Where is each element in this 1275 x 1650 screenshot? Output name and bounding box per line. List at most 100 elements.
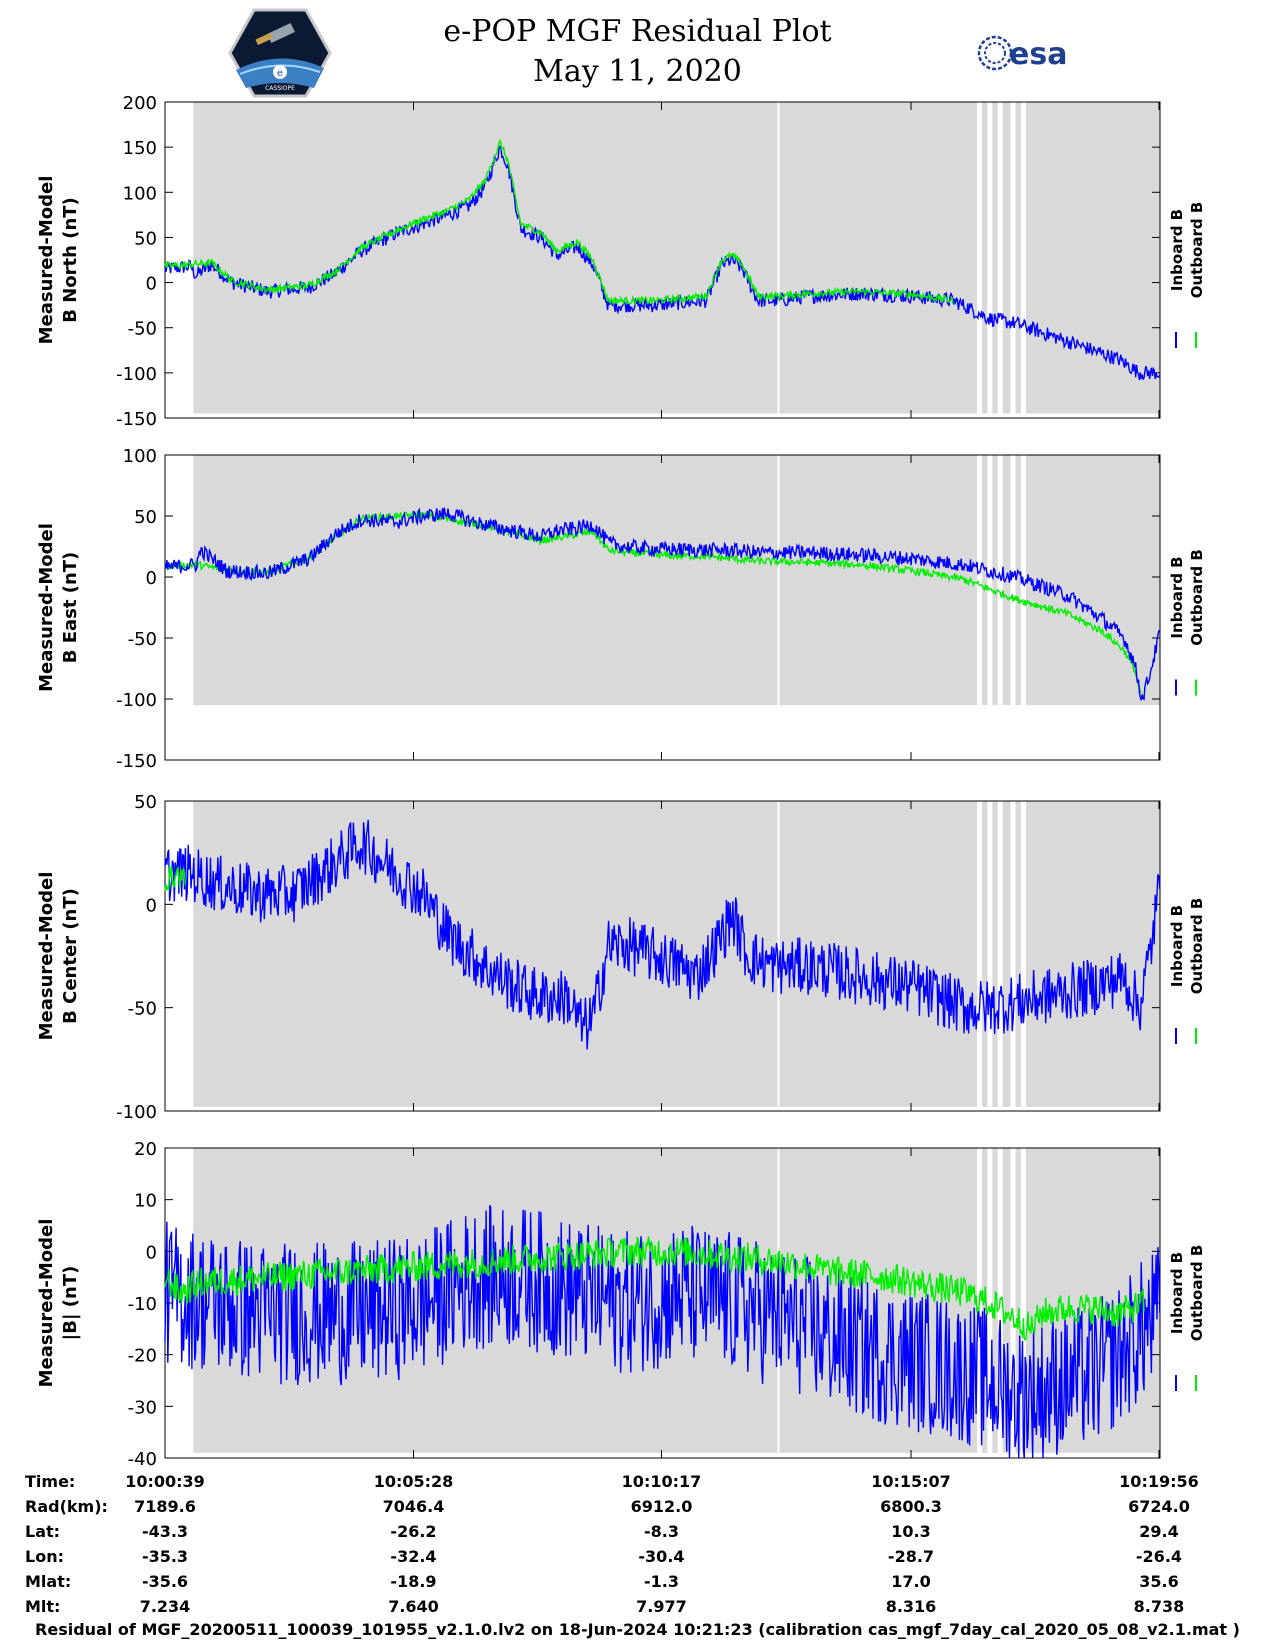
legend-inboard-label: Inboard B [1168, 556, 1186, 638]
cassiope-logo: e CASSIOPE [228, 8, 332, 98]
panel-1: 200 150 100 50 0 -50 -100 -150 Measured-Model B N… [36, 93, 1206, 430]
y-axis-label: Measured-Model |B| (nT) [36, 1219, 81, 1388]
ephemeris-value: 7.234 [140, 1597, 191, 1616]
ephemeris-row-label: Mlt: [25, 1597, 60, 1616]
ephemeris-value: 8.316 [886, 1597, 937, 1616]
y-tick-label: -100 [116, 690, 157, 711]
ephemeris-value: 7189.6 [134, 1497, 196, 1516]
y-tick-label: 100 [123, 183, 157, 204]
y-axis-label-line: Measured-Model [36, 1219, 57, 1388]
y-tick-label: 0 [146, 274, 157, 295]
esa-logo: esa [977, 35, 1067, 72]
ephemeris-value: -18.9 [390, 1572, 436, 1591]
ephemeris-row-label: Time: [25, 1472, 75, 1491]
y-tick-label: 20 [134, 1139, 157, 1160]
y-tick-label: 200 [123, 93, 157, 114]
y-axis-label-line: Measured-Model [36, 523, 57, 692]
y-tick-label: -10 [128, 1294, 157, 1315]
y-axis-label: Measured-Model B Center (nT) [36, 872, 81, 1041]
legend-inboard-label: Inboard B [1168, 1252, 1186, 1334]
ephemeris-value: 10:19:56 [1119, 1472, 1199, 1491]
y-axis-label: Measured-Model B North (nT) [36, 176, 81, 345]
ephemeris-row-label: Mlat: [25, 1572, 71, 1591]
legend-outboard-label: Outboard B [1188, 1245, 1206, 1342]
cassiope-logo-badge: e [277, 68, 283, 79]
footer-caption: Residual of MGF_20200511_100039_101955_v… [35, 1620, 1240, 1639]
ephemeris-value: 29.4 [1139, 1522, 1178, 1541]
ephemeris-value: -8.3 [644, 1522, 679, 1541]
legend-inboard-label: Inboard B [1168, 209, 1186, 291]
ephemeris-value: -26.4 [1136, 1547, 1182, 1566]
plot-frame [164, 454, 1161, 761]
ephemeris-value: 17.0 [891, 1572, 930, 1591]
ephemeris-value: 6800.3 [880, 1497, 942, 1516]
y-tick-label: -150 [116, 751, 157, 772]
ephemeris-value: -30.4 [638, 1547, 684, 1566]
ephemeris-row-label: Lon: [25, 1547, 64, 1566]
ephemeris-value: 7046.4 [383, 1497, 445, 1516]
ephemeris-value: 10.3 [891, 1522, 930, 1541]
y-axis-label: Measured-Model B East (nT) [36, 523, 81, 692]
ephemeris-value: -43.3 [142, 1522, 188, 1541]
legend-outboard-label: Outboard B [1188, 202, 1206, 299]
y-tick-label: -100 [116, 364, 157, 385]
ephemeris-value: 7.640 [388, 1597, 439, 1616]
ephemeris-value: 10:10:17 [622, 1472, 702, 1491]
ephemeris-row-label: Rad(km): [25, 1497, 108, 1516]
y-tick-label: 50 [134, 507, 157, 528]
y-tick-label: 10 [134, 1191, 157, 1212]
plot-frame [164, 800, 1161, 1112]
y-tick-label: -50 [128, 999, 157, 1020]
y-axis-label-line: B East (nT) [60, 552, 81, 664]
y-tick-label: 0 [146, 568, 157, 589]
ephemeris-table: Time: 10:00:39 10:05:28 10:10:17 10:15:07 10:… [25, 1472, 1199, 1616]
ephemeris-value: -28.7 [888, 1547, 934, 1566]
cassiope-logo-text: CASSIOPE [265, 85, 295, 92]
y-tick-label: -50 [128, 319, 157, 340]
series-line-outboard [164, 138, 954, 307]
legend-inboard-label: Inboard B [1168, 905, 1186, 987]
plot-frame [164, 101, 1161, 419]
ephemeris-value: 35.6 [1139, 1572, 1178, 1591]
y-tick-label: 150 [123, 138, 157, 159]
panel-2: 100 50 0 -50 -100 -150 Measured-Model B East (n… [36, 446, 1206, 772]
ephemeris-value: -26.2 [390, 1522, 436, 1541]
y-tick-label: -100 [116, 1102, 157, 1123]
plot-date: May 11, 2020 [533, 54, 742, 89]
y-tick-label: -20 [128, 1346, 157, 1367]
ephemeris-value: 6912.0 [631, 1497, 693, 1516]
y-tick-label: 0 [146, 895, 157, 916]
y-axis-label-line: |B| (nT) [60, 1266, 81, 1341]
legend-outboard-label: Outboard B [1188, 549, 1206, 646]
y-axis-label-line: B North (nT) [60, 197, 81, 323]
y-axis-label-line: Measured-Model [36, 872, 57, 1041]
y-tick-label: 50 [134, 792, 157, 813]
ephemeris-value: -32.4 [390, 1547, 436, 1566]
ephemeris-value: 10:05:28 [374, 1472, 454, 1491]
ephemeris-value: 8.738 [1134, 1597, 1185, 1616]
y-tick-label: -50 [128, 629, 157, 650]
series-line-inboard [164, 507, 1160, 701]
ephemeris-value: 7.977 [636, 1597, 687, 1616]
panel-3: 50 0 -50 -100 Measured-Model B Center (nT) Inb… [36, 792, 1206, 1123]
ephemeris-row-label: Lat: [25, 1522, 60, 1541]
panel-4: 20 10 0 -10 -20 -30 -40 Measured-Model |B| (nT) I… [36, 1139, 1206, 1470]
y-tick-label: 0 [146, 1242, 157, 1263]
series-line-inboard [164, 819, 1161, 1050]
y-axis-label-line: Measured-Model [36, 176, 57, 345]
ephemeris-value: -35.3 [142, 1547, 188, 1566]
y-tick-label: -40 [128, 1449, 157, 1470]
y-tick-label: -30 [128, 1397, 157, 1418]
ephemeris-value: -35.6 [142, 1572, 188, 1591]
ephemeris-value: 10:15:07 [871, 1472, 951, 1491]
ephemeris-value: 10:00:39 [125, 1472, 205, 1491]
plot-title: e-POP MGF Residual Plot [443, 14, 832, 49]
series-line-inboard [164, 145, 1161, 381]
series-line-outboard [164, 865, 187, 892]
legend-outboard-label: Outboard B [1188, 898, 1206, 995]
y-axis-label-line: B Center (nT) [60, 888, 81, 1024]
y-tick-label: -150 [116, 409, 157, 430]
y-tick-label: 100 [123, 446, 157, 467]
ephemeris-value: 6724.0 [1128, 1497, 1190, 1516]
